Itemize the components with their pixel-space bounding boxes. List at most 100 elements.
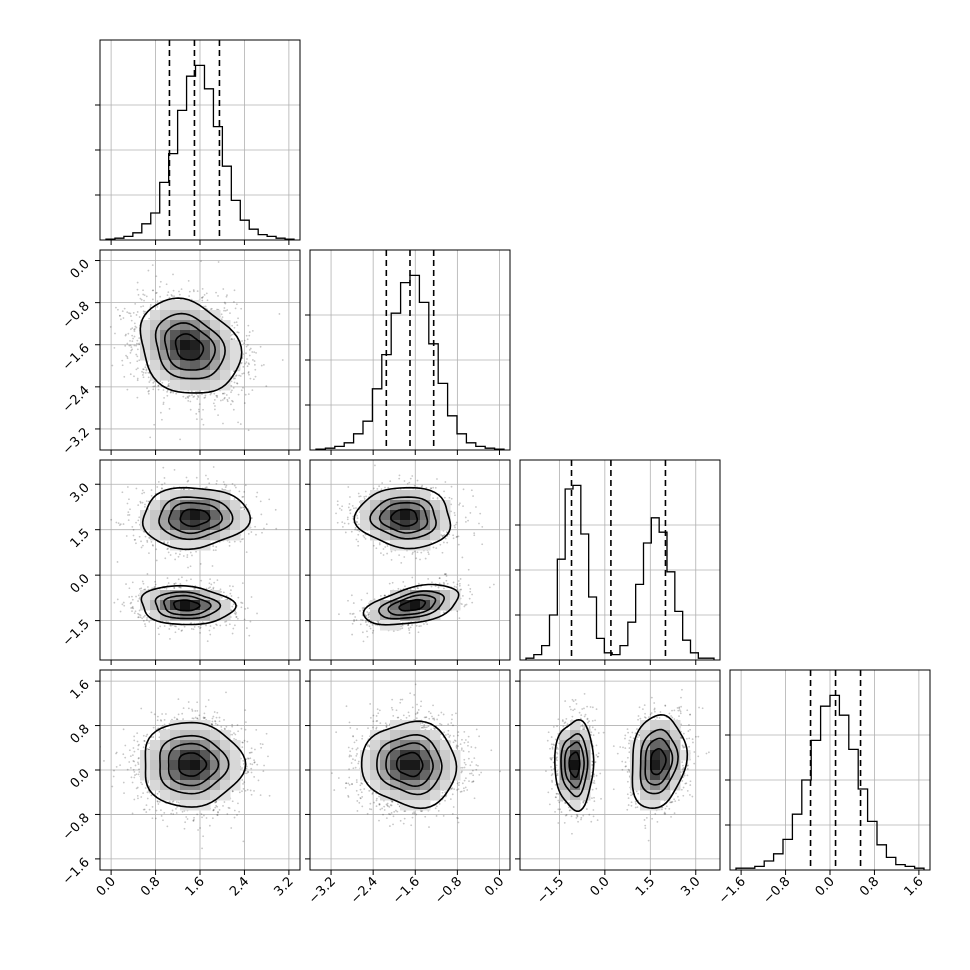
contour-line bbox=[159, 734, 230, 795]
sample-point bbox=[159, 625, 162, 628]
sample-point bbox=[463, 758, 466, 761]
sample-point bbox=[197, 396, 200, 398]
sample-point bbox=[136, 355, 139, 358]
sample-point bbox=[203, 293, 206, 296]
density-cell bbox=[200, 370, 211, 381]
density-cell bbox=[570, 790, 581, 801]
sample-point bbox=[246, 358, 248, 360]
sample-point bbox=[624, 747, 627, 750]
sample-point bbox=[689, 780, 692, 783]
sample-point bbox=[583, 692, 586, 695]
sample-point bbox=[591, 706, 594, 709]
sample-point bbox=[250, 517, 253, 519]
sample-point bbox=[249, 789, 252, 792]
sample-point bbox=[558, 742, 560, 745]
sample-point bbox=[554, 783, 557, 786]
sample-point bbox=[243, 490, 246, 493]
density-cell bbox=[370, 740, 381, 751]
sample-point bbox=[556, 770, 558, 773]
sample-point bbox=[452, 534, 455, 537]
sample-point bbox=[234, 377, 237, 380]
sample-point bbox=[143, 739, 146, 742]
contour-line bbox=[639, 728, 679, 795]
sample-point bbox=[150, 541, 153, 543]
sample-point bbox=[423, 623, 425, 625]
sample-point bbox=[488, 586, 491, 589]
density-cell bbox=[180, 740, 191, 751]
sample-point bbox=[413, 811, 415, 814]
gridlines bbox=[558, 460, 697, 660]
sample-point bbox=[237, 596, 240, 599]
density-cell bbox=[220, 610, 231, 621]
sample-point bbox=[192, 289, 195, 291]
sample-point bbox=[179, 582, 182, 585]
contour-line bbox=[560, 732, 589, 798]
sample-point bbox=[347, 746, 350, 749]
sample-point bbox=[133, 739, 136, 742]
density-cell bbox=[220, 770, 231, 781]
sample-point bbox=[138, 768, 140, 771]
sample-point bbox=[147, 508, 150, 510]
sample-point bbox=[128, 498, 130, 501]
sample-point bbox=[196, 717, 199, 720]
x-tick-label: 3.0 bbox=[678, 874, 703, 899]
sample-point bbox=[137, 504, 140, 507]
sample-point bbox=[212, 587, 215, 590]
sample-point bbox=[627, 731, 630, 734]
sample-point bbox=[363, 606, 366, 609]
sample-point bbox=[143, 808, 146, 811]
sample-point bbox=[455, 712, 457, 715]
sample-point bbox=[236, 382, 239, 385]
sample-point bbox=[413, 812, 416, 815]
sample-point bbox=[189, 565, 192, 568]
sample-point bbox=[151, 817, 154, 820]
sample-point bbox=[160, 809, 162, 812]
density-cell bbox=[200, 310, 211, 321]
sample-point bbox=[215, 804, 218, 807]
sample-point bbox=[338, 613, 340, 616]
sample-point bbox=[240, 307, 243, 310]
density-cell bbox=[650, 760, 661, 771]
sample-point bbox=[457, 745, 459, 748]
sample-point bbox=[377, 620, 380, 623]
sample-point bbox=[228, 544, 231, 547]
sample-point bbox=[137, 616, 140, 618]
sample-point bbox=[234, 613, 237, 616]
sample-point bbox=[146, 541, 149, 543]
sample-point bbox=[139, 616, 142, 619]
sample-point bbox=[416, 703, 418, 706]
sample-point bbox=[205, 817, 208, 819]
sample-point bbox=[158, 285, 161, 288]
sample-point bbox=[556, 774, 559, 777]
sample-point bbox=[336, 521, 339, 524]
sample-point bbox=[218, 720, 221, 723]
density-cell bbox=[400, 790, 411, 801]
sample-point bbox=[126, 342, 129, 345]
sample-point bbox=[448, 736, 451, 738]
density-cell bbox=[150, 590, 161, 601]
sample-point bbox=[130, 315, 132, 317]
sample-point bbox=[356, 521, 358, 524]
density-cell bbox=[210, 750, 221, 761]
sample-point bbox=[244, 362, 247, 365]
density-cell bbox=[640, 800, 651, 811]
sample-point bbox=[637, 736, 639, 738]
sample-point bbox=[238, 490, 241, 493]
gridlines bbox=[100, 250, 300, 450]
sample-point bbox=[551, 773, 554, 775]
sample-point bbox=[274, 508, 277, 511]
density-cell bbox=[210, 510, 221, 521]
sample-point bbox=[134, 774, 136, 776]
sample-point bbox=[256, 763, 259, 766]
sample-point bbox=[576, 815, 579, 818]
sample-point bbox=[410, 824, 413, 827]
sample-point bbox=[441, 551, 444, 554]
sample-point bbox=[443, 534, 446, 536]
sample-point bbox=[557, 822, 560, 824]
sample-point bbox=[243, 739, 246, 742]
density-cell bbox=[390, 540, 401, 551]
sample-point bbox=[201, 287, 204, 290]
sample-point bbox=[243, 781, 246, 784]
density-cell bbox=[170, 600, 181, 611]
sample-point bbox=[163, 477, 166, 479]
